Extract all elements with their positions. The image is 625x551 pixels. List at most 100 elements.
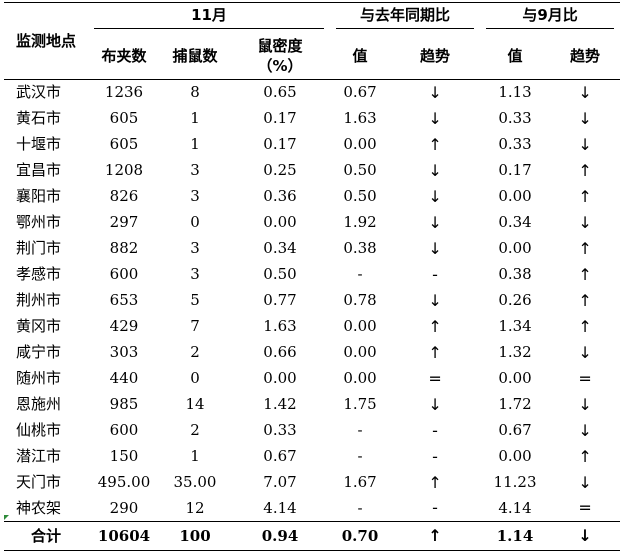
cell-traps: 826	[109, 187, 139, 205]
cell-mom-value: 1.13	[498, 83, 532, 102]
cell-mom-value: 1.72	[498, 395, 532, 413]
corner-marker	[4, 515, 9, 520]
cell-caught: 3	[190, 187, 200, 205]
cell-mom-value: 1.14	[480, 521, 551, 551]
cell-mom-trend: ↑	[578, 446, 592, 466]
cell-yoy-trend: =	[428, 368, 442, 388]
cell-mom-value: 1.32	[498, 343, 532, 361]
cell-density: 0.17	[263, 135, 297, 153]
cell-density: 0.77	[263, 291, 297, 309]
cell-caught: 14	[185, 395, 205, 413]
cell-yoy-value: -	[357, 265, 363, 283]
cell-yoy-trend: ↓	[428, 290, 442, 310]
cell-mom-value: 0.26	[498, 291, 532, 309]
cell-yoy-trend: -	[432, 420, 438, 440]
rodent-density-table: 监测地点 11月 与去年同期比 与9月比 布夹数 捕鼠数 鼠密度 （%） 值	[4, 2, 621, 551]
cell-yoy-trend: ↓	[428, 394, 442, 414]
cell-mom-value: 0.17	[498, 161, 532, 179]
cell-mom-value: 1.34	[498, 317, 532, 335]
cell-density: 0.00	[263, 213, 297, 231]
cell-density: 0.65	[263, 83, 297, 102]
cell-city: 襄阳市	[16, 187, 62, 205]
cell-yoy-value: 1.92	[343, 213, 377, 231]
cell-yoy-trend: ↓	[428, 238, 442, 258]
header-row-columns: 布夹数 捕鼠数 鼠密度 （%） 值 趋势 值 趋势	[4, 33, 621, 80]
cell-yoy-trend: ↓	[428, 212, 442, 232]
table-row: 荆门市 882 3 0.34 0.38 ↓ 0.00 ↑	[4, 236, 620, 262]
cell-mom-value: 0.33	[498, 135, 532, 153]
header-month-group: 11月	[88, 2, 331, 33]
cell-yoy-trend: ↓	[428, 108, 442, 128]
header-density-line2: （%）	[257, 56, 303, 75]
cell-city: 黄石市	[16, 109, 62, 127]
cell-yoy-value: -	[357, 498, 363, 517]
cell-density: 4.14	[263, 498, 297, 517]
cell-yoy-value: 0.50	[343, 161, 377, 179]
cell-traps: 600	[109, 421, 139, 439]
cell-caught: 0	[190, 369, 200, 387]
cell-mom-trend: ↓	[578, 82, 592, 102]
cell-mom-value: 0.00	[498, 187, 532, 205]
header-yoy-trend: 趋势	[390, 33, 481, 80]
table-row: 宜昌市 1208 3 0.25 0.50 ↓ 0.17 ↑	[4, 158, 620, 184]
cell-density: 0.36	[263, 187, 297, 205]
cell-yoy-trend: ↑	[428, 342, 442, 362]
cell-yoy-trend: ↑	[390, 521, 481, 551]
cell-mom-trend: ↓	[578, 472, 592, 492]
cell-yoy-trend: ↓	[428, 160, 442, 180]
cell-city: 随州市	[16, 369, 62, 387]
cell-caught: 3	[190, 265, 200, 283]
cell-mom-trend: ↑	[578, 264, 592, 284]
cell-yoy-value: 0.00	[343, 317, 377, 335]
cell-city: 恩施州	[16, 395, 62, 413]
cell-mom-value: 0.38	[498, 265, 532, 283]
cell-city: 合计	[4, 521, 88, 551]
cell-city: 宜昌市	[16, 161, 62, 179]
header-month-group-label: 11月	[94, 7, 325, 29]
cell-mom-value: 0.33	[498, 109, 532, 127]
table-row: 荆州市 653 5 0.77 0.78 ↓ 0.26 ↑	[4, 288, 620, 314]
table-row: 潜江市 150 1 0.67 - - 0.00 ↑	[4, 444, 620, 470]
cell-mom-value: 0.00	[498, 369, 532, 387]
header-yoy-group: 与去年同期比	[330, 2, 481, 33]
cell-yoy-value: 1.67	[343, 473, 377, 491]
cell-yoy-value: 0.00	[343, 135, 377, 153]
cell-mom-trend: ↓	[578, 134, 592, 154]
cell-traps: 429	[109, 317, 139, 335]
cell-traps: 882	[109, 239, 139, 257]
cell-mom-value: 0.67	[498, 421, 532, 439]
cell-mom-trend: ↑	[578, 316, 592, 336]
cell-yoy-value: -	[357, 421, 363, 439]
cell-caught: 35.00	[173, 473, 217, 491]
cell-traps: 605	[109, 109, 139, 127]
cell-yoy-value: 0.70	[330, 521, 391, 551]
table-row: 黄石市 605 1 0.17 1.63 ↓ 0.33 ↓	[4, 106, 620, 132]
cell-yoy-trend: -	[432, 446, 438, 466]
cell-city: 鄂州市	[16, 213, 62, 231]
table-row: 仙桃市 600 2 0.33 - - 0.67 ↓	[4, 418, 620, 444]
cell-yoy-value: 0.67	[343, 83, 377, 102]
cell-city: 荆门市	[16, 239, 62, 257]
cell-yoy-value: -	[357, 447, 363, 465]
cell-traps: 440	[109, 369, 139, 387]
header-traps: 布夹数	[88, 33, 160, 80]
cell-city: 十堰市	[16, 135, 62, 153]
cell-mom-trend: ↑	[578, 160, 592, 180]
cell-traps: 985	[109, 395, 139, 413]
header-density-line1: 鼠密度	[257, 36, 303, 55]
cell-mom-trend: ↓	[550, 521, 621, 551]
cell-traps: 303	[109, 343, 139, 361]
cell-city: 荆州市	[16, 291, 62, 309]
cell-caught: 12	[185, 498, 205, 517]
cell-caught: 8	[190, 83, 200, 102]
cell-yoy-value: 0.38	[343, 239, 377, 257]
cell-caught: 3	[190, 161, 200, 179]
table-row: 襄阳市 826 3 0.36 0.50 ↓ 0.00 ↑	[4, 184, 620, 210]
cell-caught: 2	[190, 343, 200, 361]
cell-density: 0.66	[263, 343, 297, 361]
cell-density: 0.25	[263, 161, 297, 179]
table-row: 咸宁市 303 2 0.66 0.00 ↑ 1.32 ↓	[4, 340, 620, 366]
cell-density: 1.42	[263, 395, 297, 413]
cell-yoy-value: 0.50	[343, 187, 377, 205]
